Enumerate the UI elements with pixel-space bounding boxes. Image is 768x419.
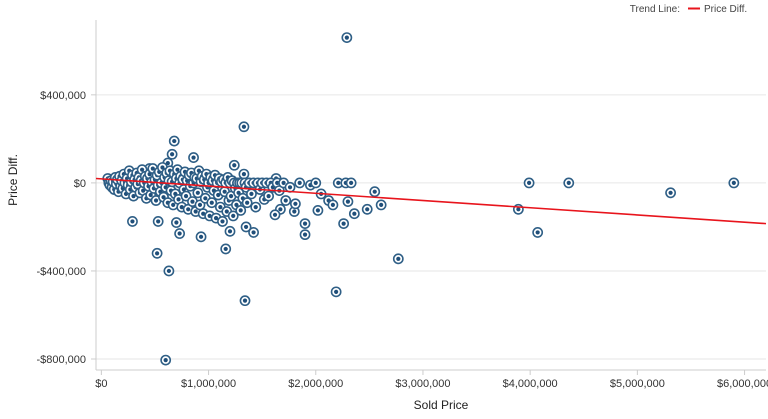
- data-point: [151, 247, 163, 259]
- gridlines: [96, 94, 766, 360]
- data-point: [345, 177, 357, 189]
- data-point: [294, 177, 306, 189]
- data-point: [288, 206, 300, 217]
- x-tick-label: $4,000,000: [503, 378, 558, 390]
- x-axis-title: Sold Price: [414, 398, 469, 412]
- y-tick-label: -$800,000: [36, 354, 86, 366]
- data-point: [563, 177, 575, 189]
- data-point: [665, 187, 676, 199]
- x-tick-label: $0: [95, 378, 107, 390]
- data-point: [269, 209, 281, 221]
- data-point: [263, 190, 274, 202]
- data-point: [327, 199, 339, 211]
- data-point: [136, 164, 148, 176]
- data-point: [224, 225, 236, 237]
- data-point: [310, 177, 322, 189]
- data-point: [188, 152, 199, 163]
- y-tick-label: $0: [74, 178, 86, 190]
- data-point: [284, 181, 296, 193]
- data-point: [228, 159, 240, 171]
- data-point: [127, 216, 138, 227]
- data-point: [170, 217, 182, 228]
- data-point: [166, 148, 178, 160]
- data-point: [299, 218, 311, 230]
- data-point: [248, 227, 259, 238]
- data-point: [392, 253, 404, 265]
- x-tick-label: $6,000,000: [717, 378, 768, 390]
- data-point: [348, 208, 360, 220]
- trend-line: [95, 177, 767, 225]
- data-point: [375, 199, 387, 211]
- data-point: [246, 188, 257, 200]
- data-point: [238, 168, 250, 180]
- data-point: [728, 177, 740, 189]
- data-point: [227, 210, 239, 222]
- x-tick-label: $5,000,000: [610, 378, 665, 390]
- data-point: [312, 205, 324, 216]
- data-point: [278, 177, 289, 189]
- y-axis-ticks: $400,000 $0 -$400,000 -$800,000: [36, 90, 96, 366]
- data-point: [220, 243, 232, 255]
- data-point: [280, 195, 292, 206]
- data-point: [168, 135, 180, 147]
- y-tick-label: -$400,000: [36, 266, 86, 278]
- y-tick-label: $400,000: [40, 90, 86, 102]
- x-tick-label: $2,000,000: [288, 378, 343, 390]
- data-point: [341, 32, 353, 44]
- data-point: [217, 216, 228, 227]
- x-tick-label: $1,000,000: [181, 378, 236, 390]
- data-point: [342, 196, 354, 208]
- data-point: [238, 121, 250, 133]
- data-point: [361, 203, 373, 215]
- data-point: [239, 295, 251, 307]
- x-tick-label: $3,000,000: [395, 378, 450, 390]
- data-point: [174, 228, 186, 239]
- legend-label: Trend Line:: [630, 4, 680, 15]
- data-point: [532, 227, 544, 238]
- data-point: [289, 198, 301, 210]
- legend: Trend Line: Price Diff.: [630, 4, 747, 15]
- data-point: [338, 218, 350, 230]
- data-points: [102, 32, 740, 366]
- data-point: [241, 197, 253, 209]
- x-axis-ticks: $0 $1,000,000 $2,000,000 $3,000,000 $4,000,0…: [95, 370, 768, 390]
- data-point: [160, 354, 172, 366]
- y-axis-title: Price Diff.: [6, 154, 20, 206]
- data-point: [192, 187, 204, 199]
- data-point: [206, 197, 218, 209]
- data-point: [195, 231, 207, 243]
- data-point: [235, 205, 247, 216]
- data-point: [152, 216, 164, 227]
- data-point: [240, 221, 252, 233]
- data-point: [330, 286, 342, 298]
- data-point: [523, 177, 535, 189]
- data-point: [250, 201, 262, 213]
- data-point: [369, 186, 381, 198]
- data-point: [163, 265, 175, 277]
- legend-series-name: Price Diff.: [704, 4, 747, 15]
- data-point: [299, 229, 311, 241]
